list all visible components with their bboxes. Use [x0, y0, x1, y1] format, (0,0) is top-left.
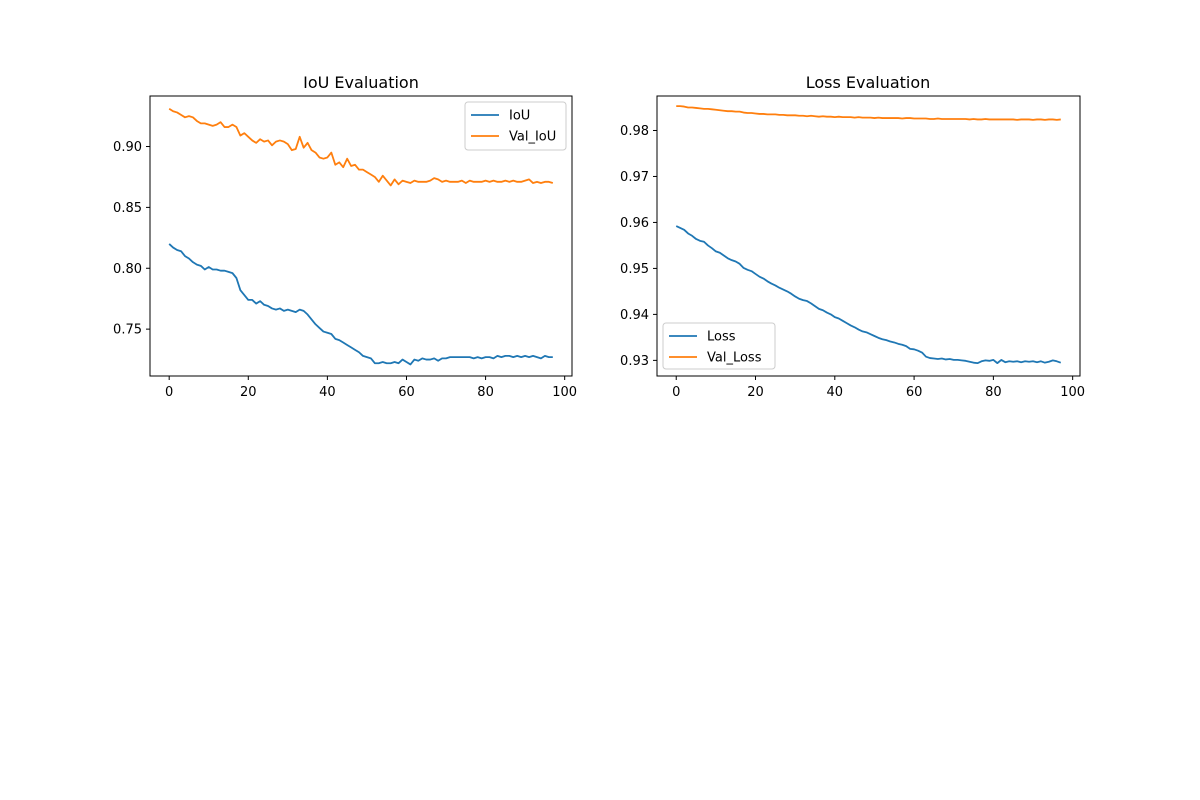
y-tick-label: 0.96 — [620, 216, 649, 231]
y-tick-label: 0.95 — [620, 262, 649, 277]
y-tick-label: 0.98 — [620, 124, 649, 139]
x-tick-label: 100 — [1060, 385, 1085, 400]
y-tick-label: 0.80 — [113, 262, 142, 277]
legend: Loss Val_Loss — [662, 322, 776, 370]
x-tick-label: 0 — [672, 385, 680, 400]
x-axis: 0 20 40 60 80 100 — [165, 376, 577, 400]
legend-label-val-loss: Val_Loss — [707, 351, 762, 366]
x-axis: 0 20 40 60 80 100 — [672, 376, 1085, 400]
x-tick-label: 40 — [319, 385, 336, 400]
y-tick-label: 0.93 — [620, 354, 649, 369]
y-axis: 0.93 0.94 0.95 0.96 0.97 0.98 — [620, 124, 657, 369]
series-group — [168, 108, 554, 366]
x-tick-label: 80 — [477, 385, 494, 400]
legend-label-val-iou: Val_IoU — [509, 130, 556, 145]
x-tick-label: 100 — [552, 385, 577, 400]
y-tick-label: 0.94 — [620, 308, 649, 323]
series-group — [675, 105, 1062, 365]
legend: IoU Val_IoU — [464, 101, 567, 151]
iou-evaluation-chart: IoU Evaluation 0 20 40 60 80 100 0.75 0.80 0.85… — [113, 73, 577, 400]
x-tick-label: 20 — [240, 385, 257, 400]
y-axis: 0.75 0.80 0.85 0.90 — [113, 140, 150, 338]
chart-title: IoU Evaluation — [303, 73, 419, 92]
y-tick-label: 0.97 — [620, 170, 649, 185]
x-tick-label: 40 — [827, 385, 844, 400]
series-line-val-loss — [676, 105, 1061, 121]
x-tick-label: 20 — [747, 385, 764, 400]
x-tick-label: 0 — [165, 385, 173, 400]
legend-label-iou: IoU — [509, 109, 530, 124]
x-tick-label: 80 — [985, 385, 1002, 400]
series-line-iou — [168, 243, 553, 366]
legend-label-loss: Loss — [707, 330, 736, 345]
y-tick-label: 0.85 — [113, 201, 142, 216]
x-tick-label: 60 — [906, 385, 923, 400]
y-tick-label: 0.90 — [113, 140, 142, 155]
series-line-val-iou — [168, 108, 554, 187]
legend-box — [464, 101, 567, 151]
chart-title: Loss Evaluation — [806, 73, 931, 92]
series-line-loss — [675, 225, 1062, 365]
loss-evaluation-chart: Loss Evaluation 0 20 40 60 80 100 0.930.940.9… — [620, 73, 1085, 400]
y-tick-label: 0.75 — [113, 323, 142, 338]
x-tick-label: 60 — [398, 385, 415, 400]
